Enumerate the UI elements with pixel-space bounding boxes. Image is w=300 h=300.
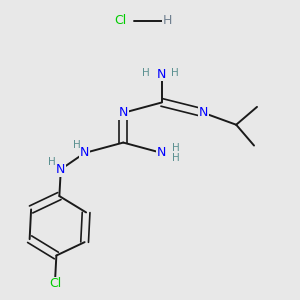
- Text: N: N: [157, 68, 167, 81]
- Text: H: H: [172, 153, 180, 163]
- Text: N: N: [199, 106, 208, 119]
- Text: N: N: [56, 163, 65, 176]
- Text: H: H: [172, 142, 180, 153]
- Text: N: N: [118, 106, 128, 119]
- Text: H: H: [171, 68, 179, 78]
- Text: N: N: [157, 146, 167, 160]
- Text: H: H: [73, 140, 81, 150]
- Text: H: H: [163, 14, 172, 27]
- Text: Cl: Cl: [114, 14, 126, 27]
- Text: H: H: [142, 68, 149, 78]
- Text: N: N: [80, 146, 89, 160]
- Text: H: H: [48, 157, 56, 167]
- Text: Cl: Cl: [49, 277, 61, 290]
